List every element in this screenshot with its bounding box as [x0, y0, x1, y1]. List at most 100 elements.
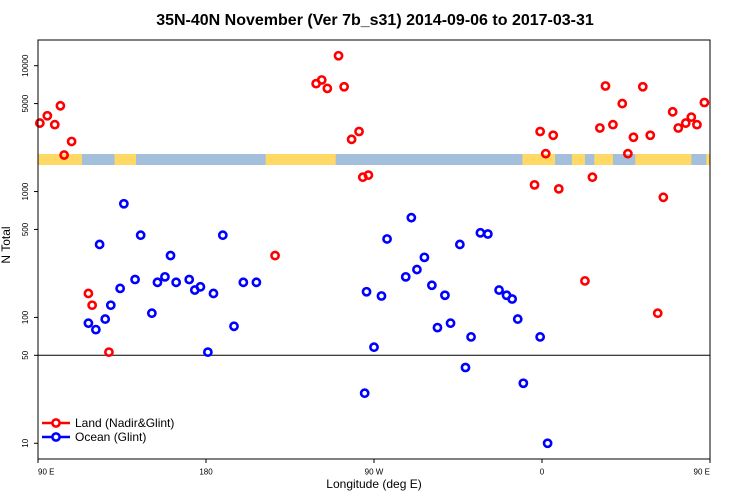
data-point [680, 118, 691, 128]
data-point [432, 322, 443, 333]
data-point [645, 130, 656, 141]
data-points [34, 50, 710, 449]
data-point [540, 148, 551, 159]
data-point [104, 347, 114, 358]
land-ocean-strip [38, 154, 710, 165]
data-point [251, 277, 262, 288]
data-point [208, 288, 219, 299]
data-point [445, 318, 456, 329]
data-point [600, 81, 611, 91]
y-tick-label: 5000 [21, 94, 30, 112]
data-point [412, 264, 422, 275]
data-point [238, 277, 249, 288]
series-land [34, 50, 710, 358]
legend-marker [51, 418, 61, 428]
data-point [195, 281, 206, 292]
land-segment [114, 154, 136, 165]
data-point [202, 347, 213, 358]
data-point [66, 136, 77, 147]
y-tick-label: 1000 [21, 182, 30, 200]
data-point [673, 123, 684, 133]
series-ocean [83, 198, 553, 449]
data-point [322, 83, 333, 94]
data-point [115, 283, 126, 294]
data-point [482, 229, 493, 239]
chart-title: 35N-40N November (Ver 7b_s31) 2014-09-06… [156, 12, 594, 29]
data-point [59, 150, 70, 160]
data-point [426, 280, 437, 291]
legend: Land (Nadir&Glint)Ocean (Glint) [42, 416, 174, 444]
data-point [460, 362, 471, 373]
data-point [217, 230, 228, 241]
data-point [160, 271, 170, 282]
data-point [34, 118, 45, 128]
data-point [118, 198, 129, 209]
data-point [333, 50, 344, 61]
data-point [270, 250, 280, 261]
land-segment [706, 154, 710, 165]
data-point [42, 110, 53, 121]
data-point [466, 332, 476, 342]
data-point [494, 285, 504, 295]
x-tick-label: 180 [199, 468, 213, 477]
data-point [130, 274, 140, 285]
data-point [152, 277, 163, 288]
data-point [617, 98, 628, 109]
data-point [376, 291, 387, 301]
data-point [90, 324, 101, 335]
data-point [83, 288, 94, 299]
data-point [507, 294, 518, 304]
ocean-strip [38, 154, 710, 165]
data-point [667, 106, 678, 117]
data-point [548, 130, 559, 141]
data-point [55, 100, 66, 111]
data-point [622, 148, 633, 159]
data-point [529, 179, 540, 190]
data-point [382, 234, 392, 244]
data-point [440, 290, 450, 301]
legend-marker [51, 432, 61, 442]
data-point [535, 126, 546, 137]
data-point [512, 314, 523, 324]
data-point [359, 388, 370, 399]
x-tick-label: 90 E [38, 468, 54, 477]
data-point [518, 378, 529, 389]
legend-label: Land (Nadir&Glint) [75, 416, 174, 430]
data-point [553, 183, 564, 194]
data-point [658, 192, 669, 203]
data-point [419, 252, 430, 263]
data-point [229, 321, 239, 332]
y-tick-label: 100 [21, 310, 30, 324]
data-point [165, 250, 176, 261]
data-point [361, 286, 372, 297]
y-tick-label: 50 [21, 350, 30, 359]
data-point [369, 342, 379, 353]
data-point [363, 170, 374, 181]
y-tick-label: 10000 [21, 54, 30, 77]
data-point [699, 97, 710, 108]
data-point [542, 438, 553, 449]
data-point [49, 119, 60, 130]
y-axis-label: N Total [0, 226, 13, 263]
data-point [475, 227, 486, 238]
x-tick-label: 90 W [365, 468, 384, 477]
x-axis: 90 E 180 90 W 0 90 E [37, 459, 711, 477]
data-point [580, 276, 590, 286]
data-point [406, 212, 417, 223]
data-point [83, 318, 94, 329]
data-point [94, 239, 105, 250]
data-point [146, 308, 157, 319]
y-tick-label: 10 [21, 438, 30, 447]
plot-frame [37, 39, 711, 460]
legend-label: Ocean (Glint) [75, 430, 146, 444]
data-point [587, 172, 598, 183]
data-point [100, 314, 111, 324]
legend-entry: Land (Nadir&Glint) [42, 416, 174, 430]
data-point [628, 132, 639, 143]
land-segment [594, 154, 613, 165]
data-point [637, 81, 648, 92]
data-point [686, 112, 697, 123]
data-point [354, 126, 364, 137]
data-point [400, 271, 411, 282]
